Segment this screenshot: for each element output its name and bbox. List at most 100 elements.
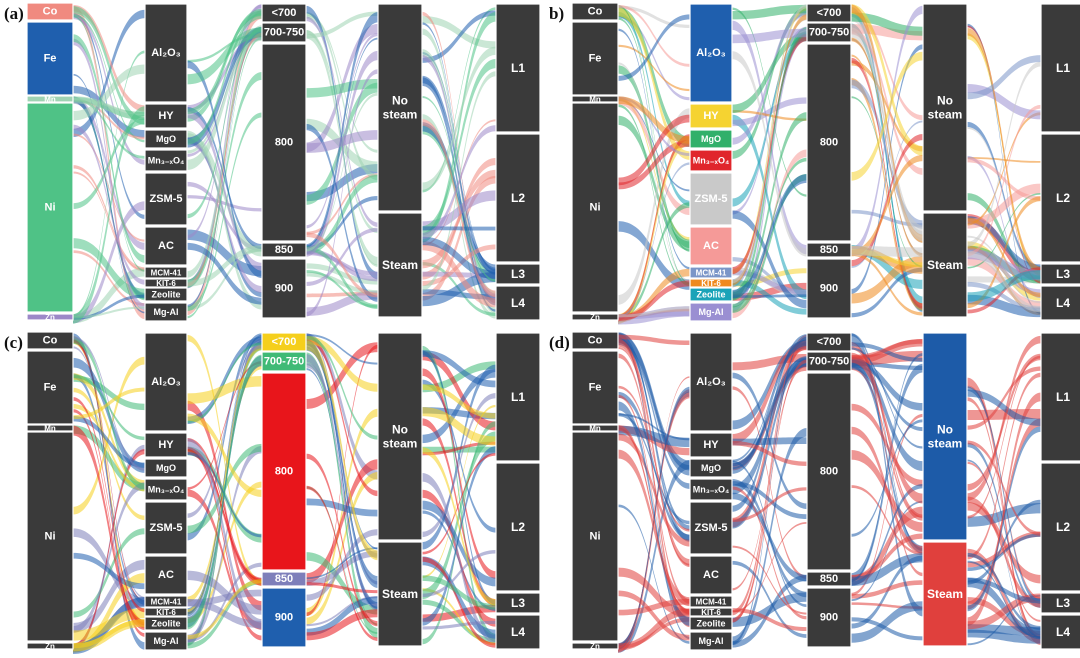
- flow-ribbon: [306, 232, 378, 298]
- flow-ribbon: [73, 403, 145, 492]
- flow-ribbon: [967, 440, 1041, 536]
- flow-ribbon: [851, 617, 923, 641]
- flow-ribbon: [967, 112, 1041, 226]
- flow-ribbon: [618, 306, 690, 318]
- flow-ribbon: [618, 412, 690, 525]
- node-800: 800: [806, 372, 852, 571]
- flow-ribbon: [306, 50, 378, 257]
- flow-ribbon: [967, 84, 1041, 120]
- node-mgo: MgO: [144, 129, 188, 149]
- flow-ribbon: [732, 358, 807, 529]
- flow-ribbon: [187, 437, 262, 582]
- node-l3: L3: [495, 592, 541, 614]
- node-label: Al₂O₃: [151, 376, 181, 388]
- node-ac: AC: [144, 555, 188, 595]
- flow-ribbon: [967, 548, 1041, 644]
- flow-ribbon: [422, 58, 496, 236]
- flow-ribbon: [306, 270, 378, 308]
- flow-ribbon: [732, 173, 807, 313]
- node-zeolite: Zeolite: [689, 287, 733, 302]
- flow-ribbon: [618, 339, 690, 489]
- flow-ribbon: [618, 433, 690, 547]
- flow-ribbon: [73, 425, 145, 492]
- flow-ribbon: [306, 338, 378, 609]
- flow-ribbon: [422, 446, 496, 626]
- node-label: MgO: [156, 463, 176, 473]
- flow-ribbon: [732, 608, 807, 632]
- node-l1: L1: [495, 3, 541, 133]
- node-l1: L1: [1040, 3, 1080, 133]
- node-700-750: 700-750: [806, 22, 852, 43]
- flow-ribbon: [851, 347, 923, 449]
- node-label: Steam: [382, 587, 418, 601]
- flow-ribbon: [187, 334, 262, 586]
- flow-ribbon: [967, 389, 1041, 427]
- node-label: L3: [511, 596, 525, 610]
- flow-ribbon: [422, 447, 496, 606]
- node-zsm-5: ZSM-5: [689, 172, 733, 226]
- node-l2: L2: [495, 462, 541, 592]
- flow-ribbon: [187, 599, 262, 629]
- node-mn: Mn: [26, 424, 74, 433]
- flow-ribbon: [618, 617, 690, 649]
- flow-ribbon: [73, 339, 145, 637]
- flow-ribbon: [306, 547, 378, 580]
- flow-ribbon: [73, 374, 145, 441]
- node-label: 800: [820, 137, 838, 149]
- flow-ribbon: [618, 44, 690, 92]
- flow-ribbon: [732, 340, 807, 444]
- node-label: L3: [1056, 267, 1070, 281]
- flow-ribbon: [73, 559, 145, 633]
- flow-ribbon: [187, 413, 262, 497]
- flow-ribbon: [73, 73, 145, 314]
- node-steam: Steam: [377, 541, 423, 647]
- node-label: MCM-41: [696, 268, 727, 277]
- node-kit-6: KIT-6: [144, 607, 188, 617]
- flow-ribbon: [73, 97, 145, 159]
- node-label: Ni: [590, 531, 601, 543]
- node-label: MCM-41: [696, 597, 727, 606]
- flow-ribbon: [732, 112, 807, 301]
- flow-ribbon: [732, 6, 807, 274]
- flow-ribbon: [851, 553, 923, 586]
- flow-ribbon: [967, 281, 1041, 312]
- flow-ribbon: [422, 407, 496, 446]
- flow-ribbon: [422, 125, 496, 239]
- flow-ribbon: [422, 77, 496, 306]
- node-mgo: MgO: [144, 458, 188, 478]
- node-800: 800: [261, 372, 307, 571]
- flow-ribbon: [73, 171, 145, 272]
- flow-ribbon: [306, 11, 378, 39]
- flow-ribbon: [732, 51, 807, 257]
- flow-ribbon: [618, 62, 690, 283]
- node-label: Zn: [45, 642, 55, 651]
- flow-ribbon: [187, 361, 262, 490]
- flow-ribbon: [73, 306, 145, 319]
- flow-ribbon: [422, 10, 496, 63]
- flow-ribbon: [306, 13, 378, 153]
- flow-ribbon: [187, 112, 262, 312]
- node-label: Ni: [590, 202, 601, 214]
- flow-ribbon: [618, 385, 690, 532]
- node-label: L1: [1056, 61, 1070, 75]
- node-label: ZSM-5: [695, 193, 728, 205]
- flow-ribbon: [422, 22, 496, 312]
- node-no-steam: No steam: [922, 3, 968, 212]
- node-label: ZSM-5: [150, 522, 183, 534]
- flow-ribbon: [306, 552, 378, 615]
- flow-ribbon: [187, 344, 262, 518]
- flow-ribbon: [851, 246, 923, 258]
- flow-ribbon: [73, 38, 145, 311]
- flow-ribbon: [422, 556, 496, 639]
- flow-ribbon: [732, 481, 807, 520]
- flow-ribbon: [306, 333, 378, 480]
- flow-ribbon: [306, 246, 378, 309]
- flow-ribbon: [422, 620, 496, 630]
- flow-ribbon: [422, 431, 496, 600]
- flow-ribbon: [618, 337, 690, 640]
- panel-4: Co Fe Mn Ni Zn Al₂O₃ HY MgO Mn₃₋ₓO₄ ZSM-5 AC MCM-41…: [549, 331, 1080, 653]
- node-label: Mn: [589, 95, 601, 104]
- flow-ribbon: [422, 124, 496, 283]
- node-no-steam: No steam: [922, 332, 968, 541]
- node-lt700: <700: [806, 3, 852, 23]
